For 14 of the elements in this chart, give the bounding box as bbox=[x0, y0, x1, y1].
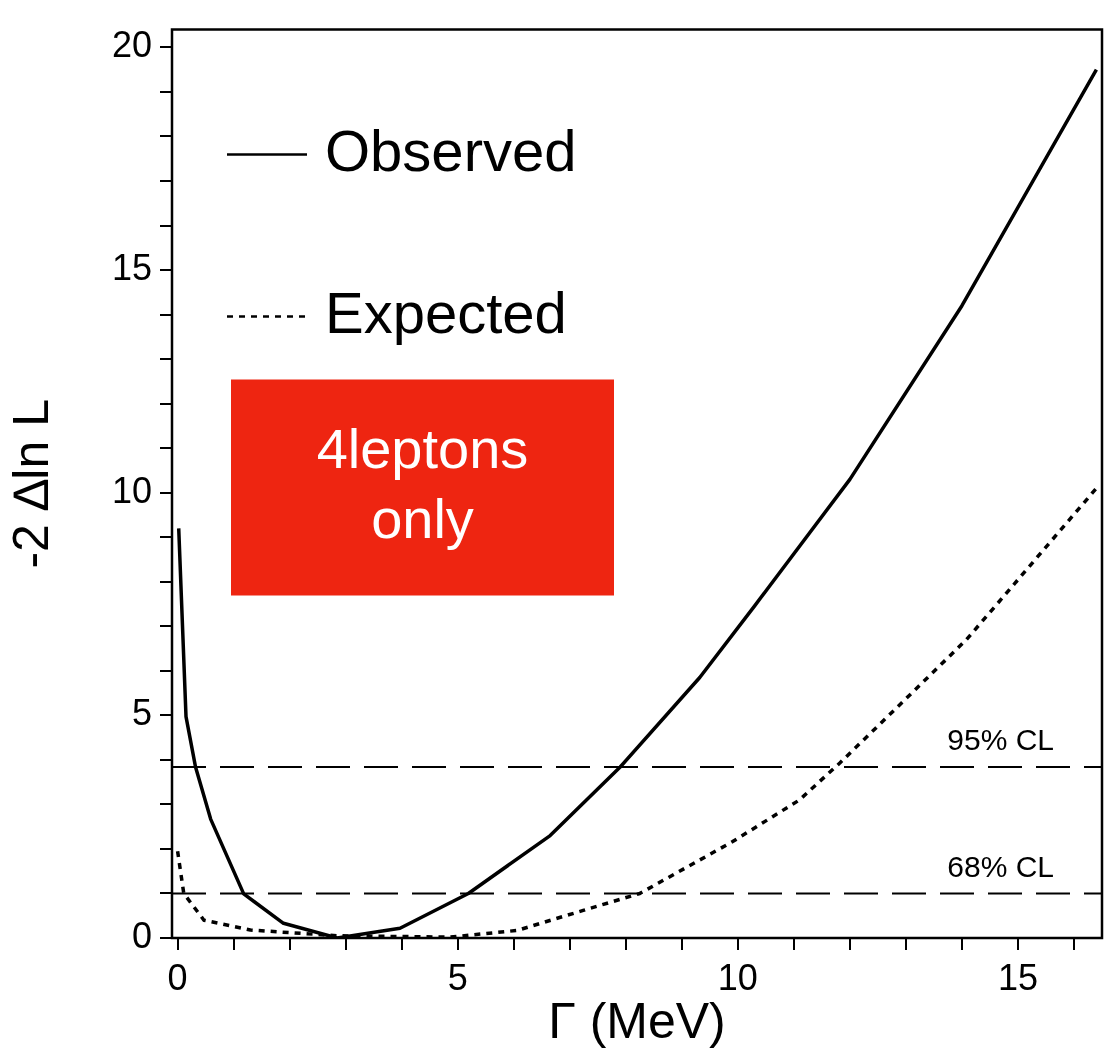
y-tick-label: 0 bbox=[131, 914, 152, 956]
x-tick-label: 0 bbox=[167, 956, 188, 998]
ref-line-label: 95% CL bbox=[947, 723, 1054, 757]
y-tick-label: 5 bbox=[131, 692, 152, 734]
annotation: 4leptons only bbox=[316, 417, 529, 551]
x-tick-label: 5 bbox=[447, 956, 468, 998]
y-tick-label: 15 bbox=[111, 246, 152, 288]
y-axis-title: -2 ∆ln L bbox=[2, 399, 59, 569]
y-tick-label: 20 bbox=[111, 24, 152, 66]
legend-label: Observed bbox=[325, 117, 577, 183]
x-tick-label: 15 bbox=[997, 956, 1038, 998]
ref-line-label: 68% CL bbox=[947, 849, 1054, 883]
legend-label: Expected bbox=[325, 279, 567, 345]
y-tick-label: 10 bbox=[111, 469, 152, 511]
